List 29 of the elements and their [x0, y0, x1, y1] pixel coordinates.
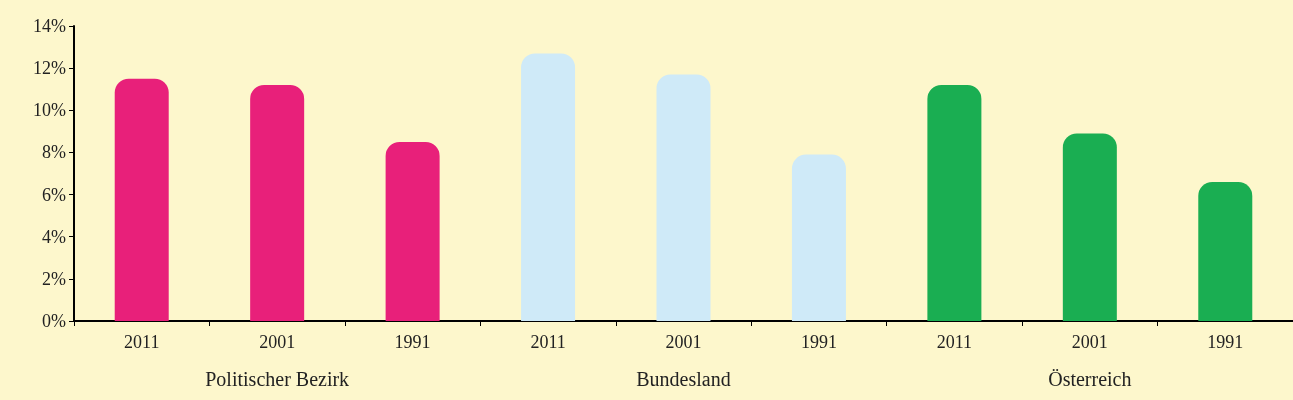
x-tick-label: 2011	[936, 332, 973, 352]
text: Politischer Bezirk	[205, 368, 350, 390]
y-tick-label: 0%	[42, 311, 66, 331]
y-tick-label: 2%	[42, 268, 66, 289]
x-tick-label: 1991	[800, 332, 837, 352]
x-tick-label: 2011	[530, 332, 566, 352]
bar	[927, 85, 982, 321]
y-tick-label: 12%	[33, 58, 66, 79]
bar	[385, 141, 440, 321]
bar	[114, 78, 169, 321]
text: Österreich	[1048, 368, 1132, 390]
bar	[1062, 133, 1117, 321]
bar	[656, 74, 711, 321]
text: Bundesland	[636, 368, 731, 390]
bar	[791, 154, 846, 321]
y-tick-label: 8%	[42, 142, 66, 163]
y-tick-label: 6%	[42, 184, 66, 205]
y-tick-label: 14%	[33, 16, 66, 36]
bar	[1198, 181, 1253, 321]
y-tick-label: 4%	[42, 226, 66, 247]
x-tick-label: 1991	[394, 332, 431, 352]
x-tick-label: 2001	[1071, 332, 1108, 352]
bar	[521, 53, 576, 321]
y-tick-label: 10%	[33, 100, 66, 121]
x-tick-label: 2001	[665, 332, 702, 352]
x-tick-label: 1991	[1207, 332, 1244, 352]
x-tick-label: 2001	[259, 332, 296, 352]
bar	[250, 85, 305, 321]
x-tick-label: 2011	[124, 332, 160, 352]
